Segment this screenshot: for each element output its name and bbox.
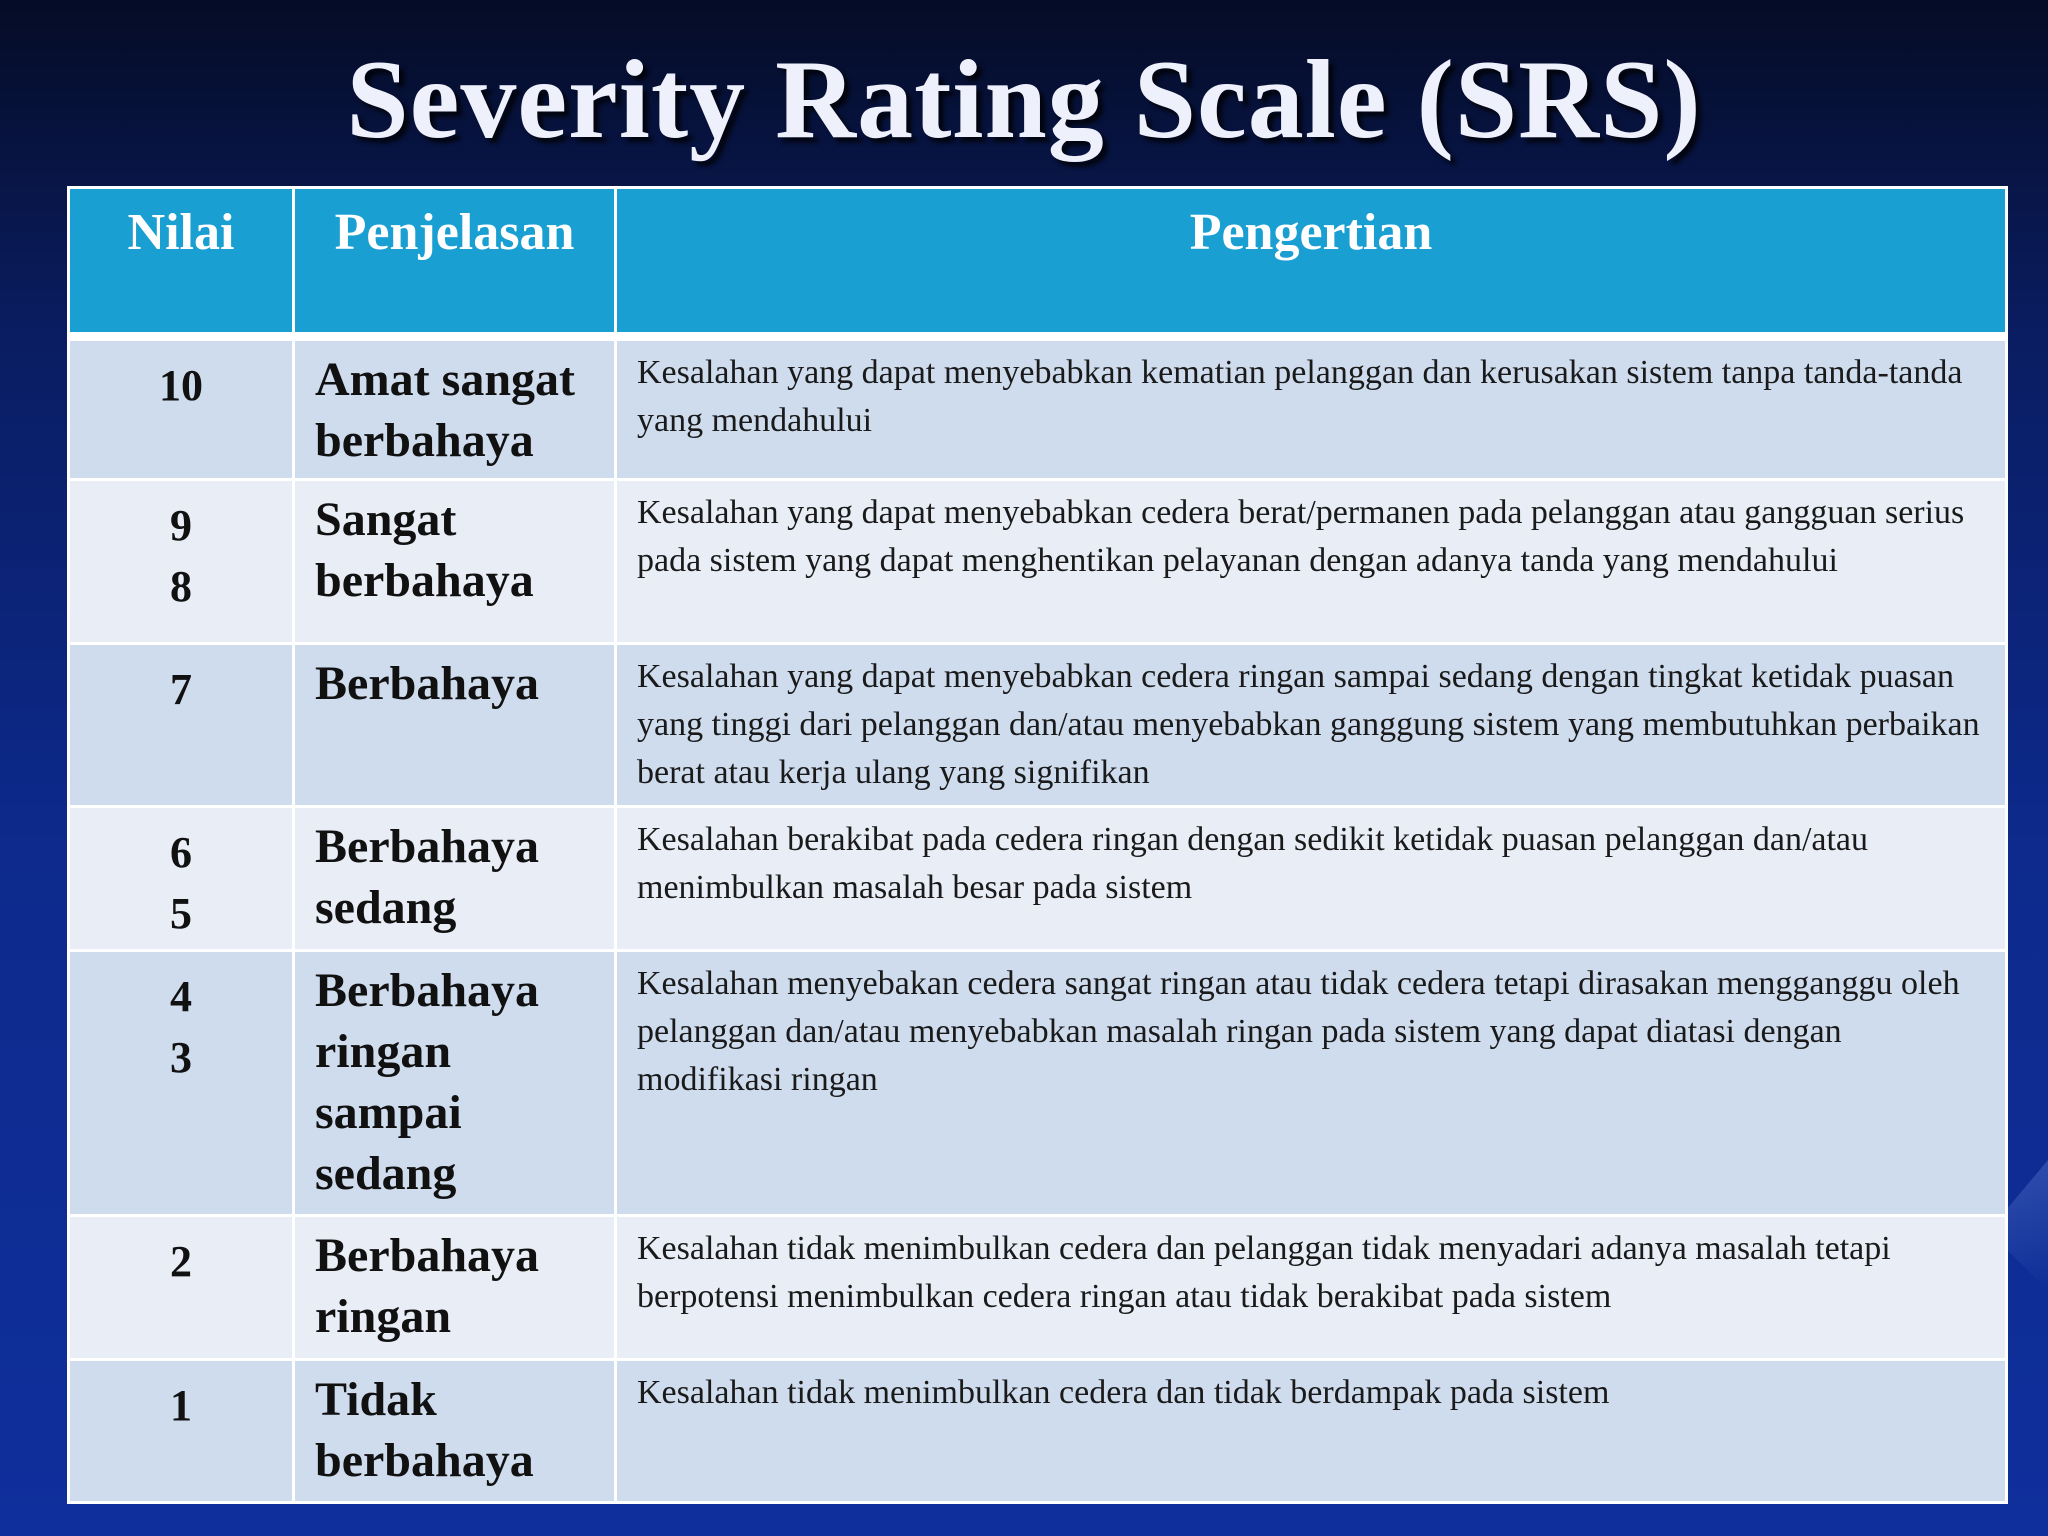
- table-row: 10 Amat sangat berbahaya Kesalahan yang …: [67, 335, 2008, 481]
- nilai-value: 9: [170, 501, 192, 550]
- nilai-cell: 10: [67, 335, 295, 481]
- penjelasan-cell: Berbahaya ringan sampai sedang: [292, 949, 617, 1217]
- slide-title: Severity Rating Scale (SRS): [346, 38, 1702, 162]
- nilai-cell: 4 3: [67, 949, 295, 1217]
- penjelasan-cell: Berbahaya sedang: [292, 805, 617, 952]
- pengertian-cell: Kesalahan tidak menimbulkan cedera dan t…: [614, 1358, 2008, 1504]
- nilai-cell: 2: [67, 1214, 295, 1361]
- nilai-value: 3: [170, 1033, 192, 1082]
- pengertian-cell: Kesalahan yang dapat menyebabkan cedera …: [614, 642, 2008, 808]
- table-header-row: Nilai Penjelasan Pengertian: [67, 186, 2008, 341]
- nilai-value: 2: [170, 1237, 192, 1286]
- pengertian-cell: Kesalahan yang dapat menyebabkan cedera …: [614, 478, 2008, 645]
- nilai-value: 8: [170, 562, 192, 611]
- severity-rating-table: Nilai Penjelasan Pengertian 10 Amat sang…: [67, 186, 2008, 1504]
- table-row: 2 Berbahaya ringan Kesalahan tidak menim…: [67, 1214, 2008, 1361]
- pengertian-cell: Kesalahan menyebakan cedera sangat ringa…: [614, 949, 2008, 1217]
- nilai-value: 5: [170, 889, 192, 938]
- nilai-value: 6: [170, 828, 192, 877]
- table-row: 1 Tidak berbahaya Kesalahan tidak menimb…: [67, 1358, 2008, 1504]
- penjelasan-cell: Berbahaya: [292, 642, 617, 808]
- nilai-value: 4: [170, 972, 192, 1021]
- header-penjelasan: Penjelasan: [292, 186, 617, 341]
- pengertian-cell: Kesalahan tidak menimbulkan cedera dan p…: [614, 1214, 2008, 1361]
- penjelasan-cell: Amat sangat berbahaya: [292, 335, 617, 481]
- nilai-cell: 1: [67, 1358, 295, 1504]
- pengertian-cell: Kesalahan yang dapat menyebabkan kematia…: [614, 335, 2008, 481]
- penjelasan-cell: Sangat berbahaya: [292, 478, 617, 645]
- nilai-value: 1: [170, 1381, 192, 1430]
- table-row: 7 Berbahaya Kesalahan yang dapat menyeba…: [67, 642, 2008, 808]
- pengertian-cell: Kesalahan berakibat pada cedera ringan d…: [614, 805, 2008, 952]
- penjelasan-cell: Tidak berbahaya: [292, 1358, 617, 1504]
- nilai-cell: 6 5: [67, 805, 295, 952]
- nilai-value: 7: [170, 665, 192, 714]
- header-nilai: Nilai: [67, 186, 295, 341]
- penjelasan-cell: Berbahaya ringan: [292, 1214, 617, 1361]
- nilai-value: 10: [159, 361, 203, 410]
- table-row: 9 8 Sangat berbahaya Kesalahan yang dapa…: [67, 478, 2008, 645]
- table-row: 6 5 Berbahaya sedang Kesalahan berakibat…: [67, 805, 2008, 952]
- header-pengertian: Pengertian: [614, 186, 2008, 341]
- nilai-cell: 9 8: [67, 478, 295, 645]
- table-row: 4 3 Berbahaya ringan sampai sedang Kesal…: [67, 949, 2008, 1217]
- nilai-cell: 7: [67, 642, 295, 808]
